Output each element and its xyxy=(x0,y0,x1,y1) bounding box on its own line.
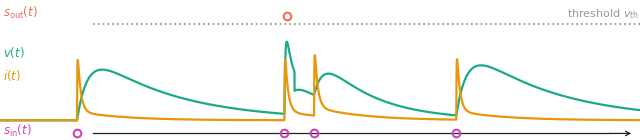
Text: $v(t)$: $v(t)$ xyxy=(3,45,25,60)
Text: $s_{\mathrm{out}}(t)$: $s_{\mathrm{out}}(t)$ xyxy=(3,5,38,21)
Text: $i(t)$: $i(t)$ xyxy=(3,68,21,83)
Text: $t$: $t$ xyxy=(639,134,640,140)
Text: $s_{\mathrm{in}}(t)$: $s_{\mathrm{in}}(t)$ xyxy=(3,123,32,139)
Text: threshold $v_{\mathrm{th}}$: threshold $v_{\mathrm{th}}$ xyxy=(567,7,639,21)
